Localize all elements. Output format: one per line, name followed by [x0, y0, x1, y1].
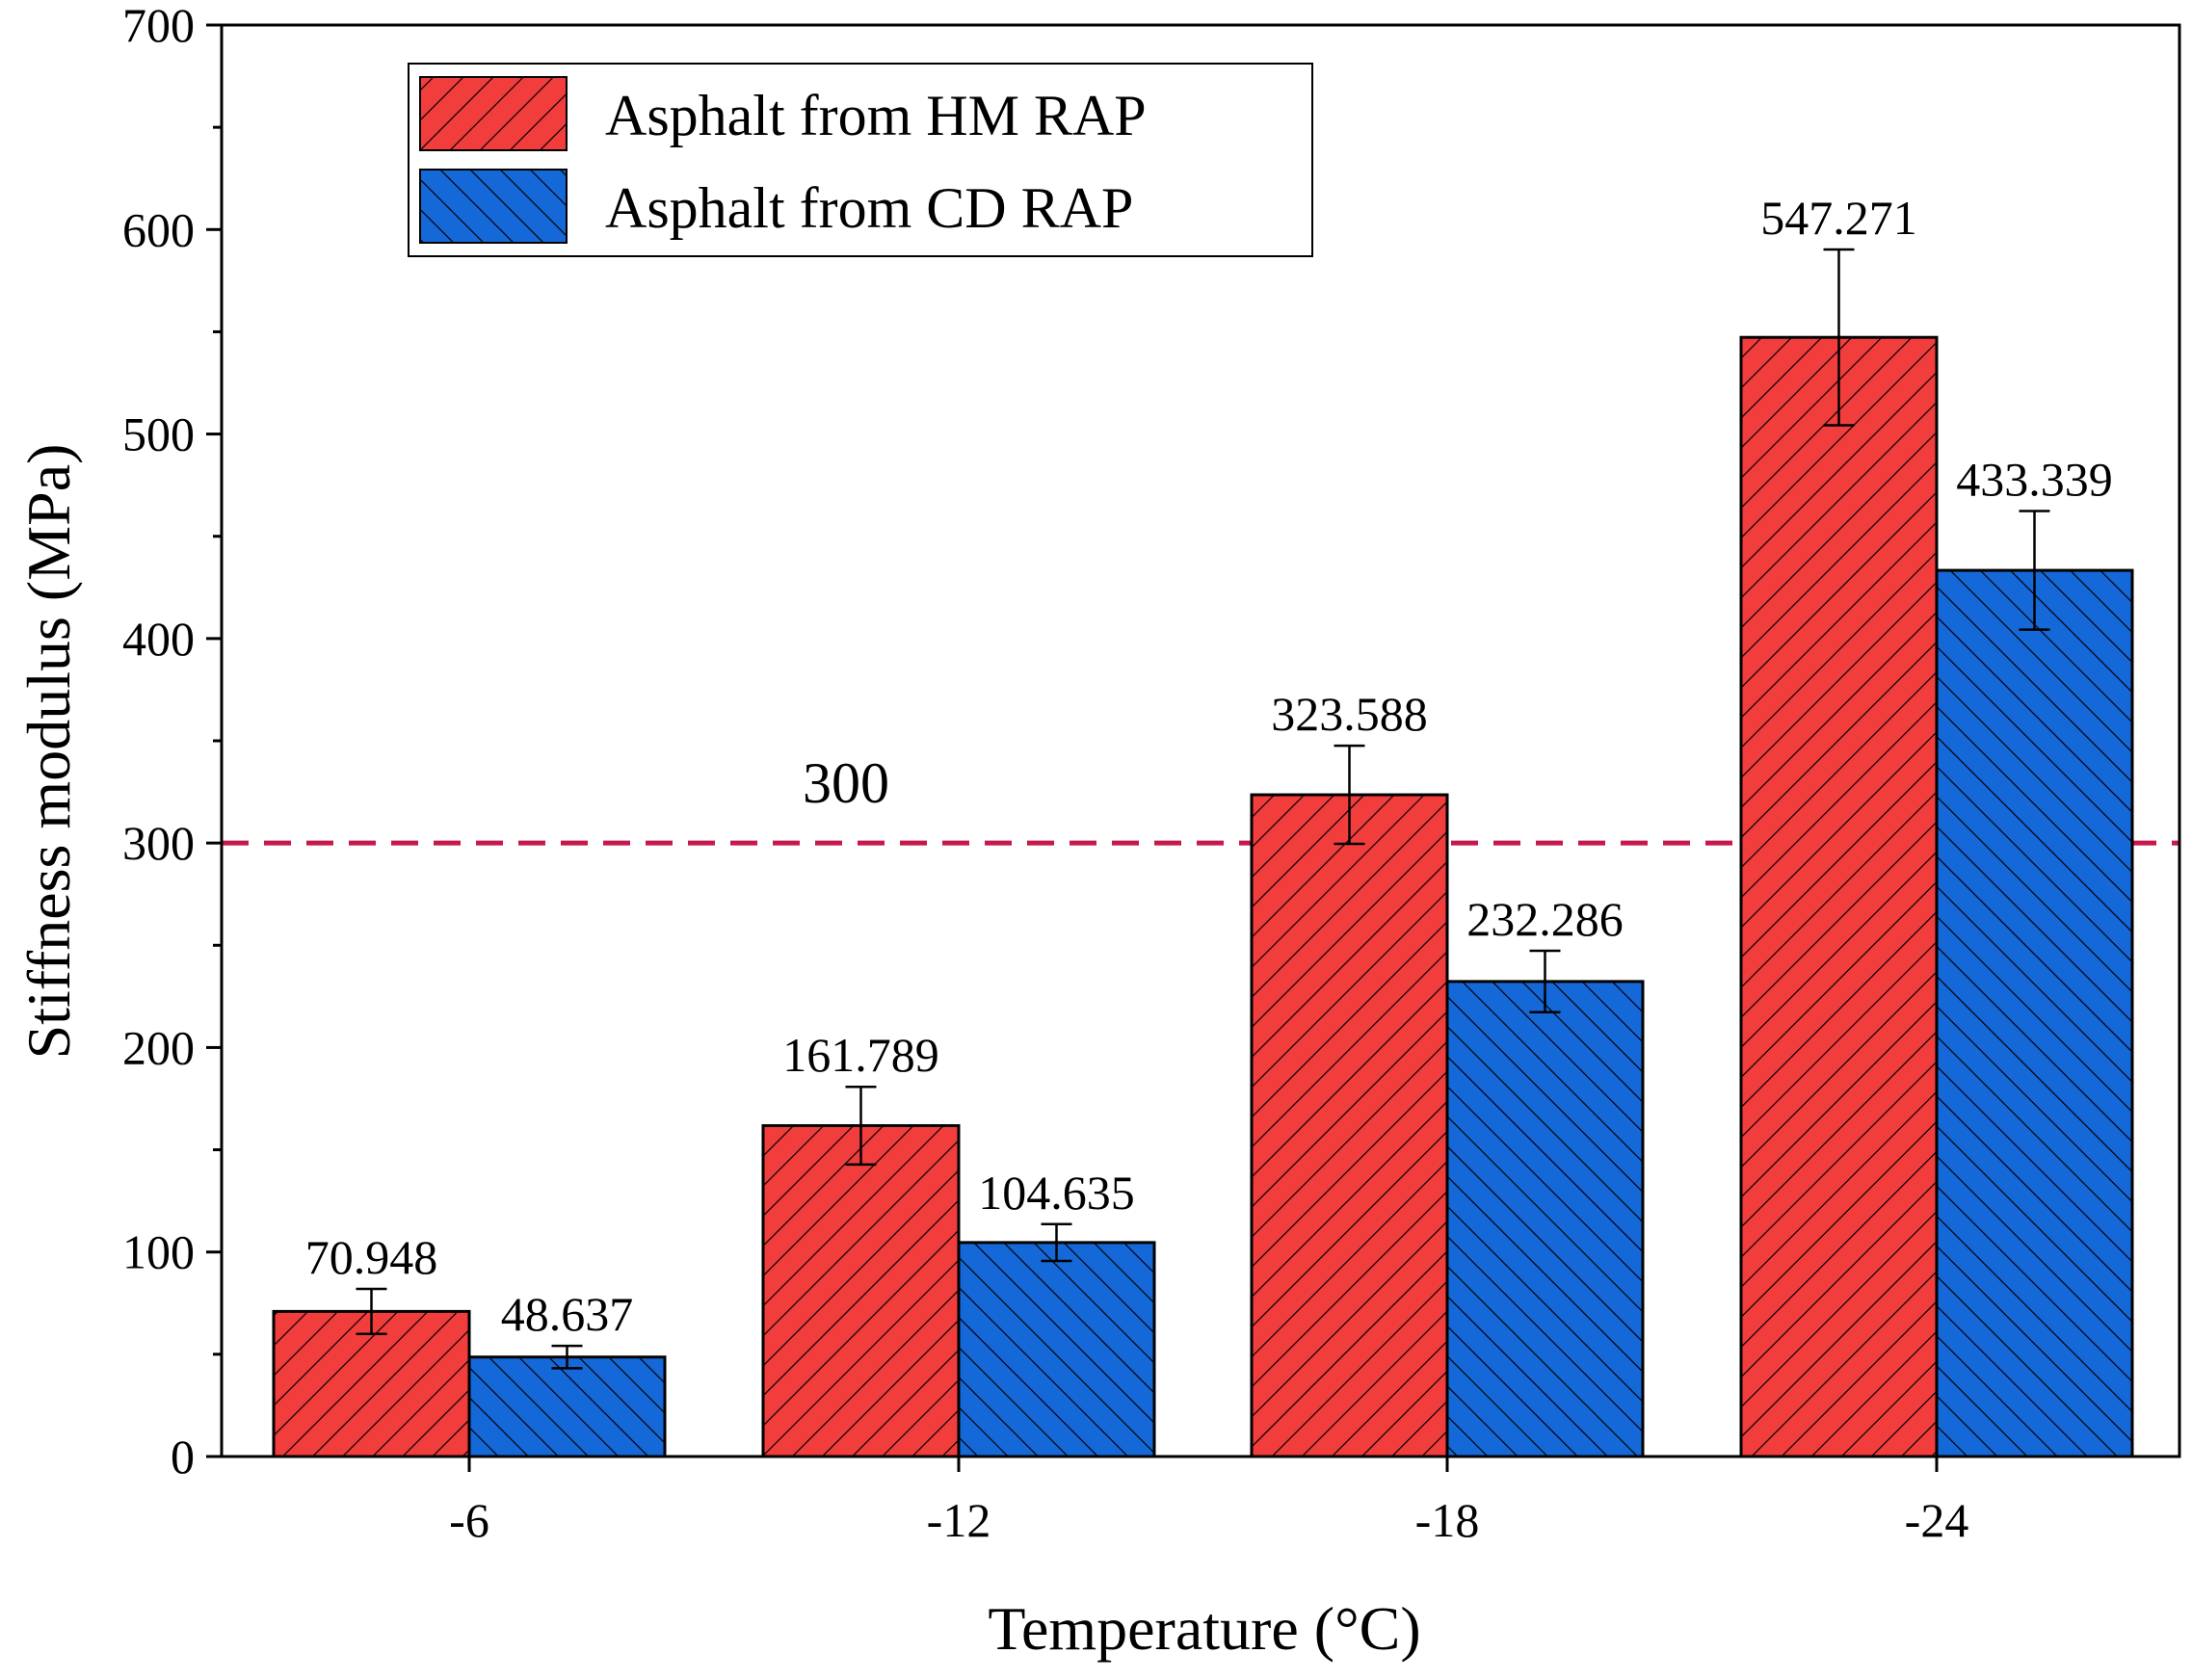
legend-label-cd-rap: Asphalt from CD RAP	[605, 176, 1133, 240]
y-tick-label: 100	[122, 1225, 195, 1279]
bar-cd-0	[467, 1355, 667, 1458]
legend-label-hm-rap: Asphalt from HM RAP	[605, 84, 1147, 147]
axes: 0 100 200 300 400 500 600 700 -6 -12 -18 -24	[122, 0, 2181, 1547]
bar-hm-2	[1250, 793, 1449, 1458]
bar-cd-1	[957, 1241, 1156, 1458]
plot-area: 300 70.948 161.789 323.588 547.271 48.637 104.…	[222, 191, 2179, 1458]
y-tick-label: 400	[122, 612, 195, 666]
data-label: 161.789	[782, 1028, 939, 1082]
y-tick-label: 200	[122, 1020, 195, 1074]
bar-hm-1	[761, 1124, 961, 1458]
x-tick-label: -6	[449, 1493, 489, 1547]
data-label: 70.948	[305, 1230, 438, 1284]
bar-cd-2	[1445, 980, 1645, 1458]
x-axis-title: Temperature (°C)	[988, 1594, 1420, 1663]
data-label: 547.271	[1760, 191, 1917, 245]
data-label: 323.588	[1271, 687, 1428, 741]
y-tick-label: 300	[122, 816, 195, 870]
data-label: 104.635	[978, 1166, 1135, 1220]
bar-hm-3	[1739, 335, 1939, 1458]
y-tick-label: 500	[122, 407, 195, 461]
y-tick-label: 600	[122, 202, 195, 256]
reference-line-label: 300	[803, 751, 889, 815]
legend-swatch-cd-rap	[419, 169, 568, 244]
data-label: 433.339	[1956, 453, 2113, 507]
x-tick-label: -24	[1905, 1493, 1969, 1547]
y-axis-title: Stiffness modulus (MPa)	[14, 444, 83, 1060]
bar-cd-3	[1935, 568, 2134, 1458]
x-tick-label: -12	[927, 1493, 991, 1547]
legend-swatch-hm-rap	[419, 76, 568, 151]
legend: Asphalt from HM RAP Asphalt from CD RAP	[408, 63, 1313, 257]
data-label: 48.637	[501, 1287, 634, 1341]
y-tick-label: 0	[171, 1430, 195, 1483]
data-label: 232.286	[1466, 892, 1624, 946]
x-tick-label: -18	[1415, 1493, 1480, 1547]
y-tick-label: 700	[122, 0, 195, 52]
